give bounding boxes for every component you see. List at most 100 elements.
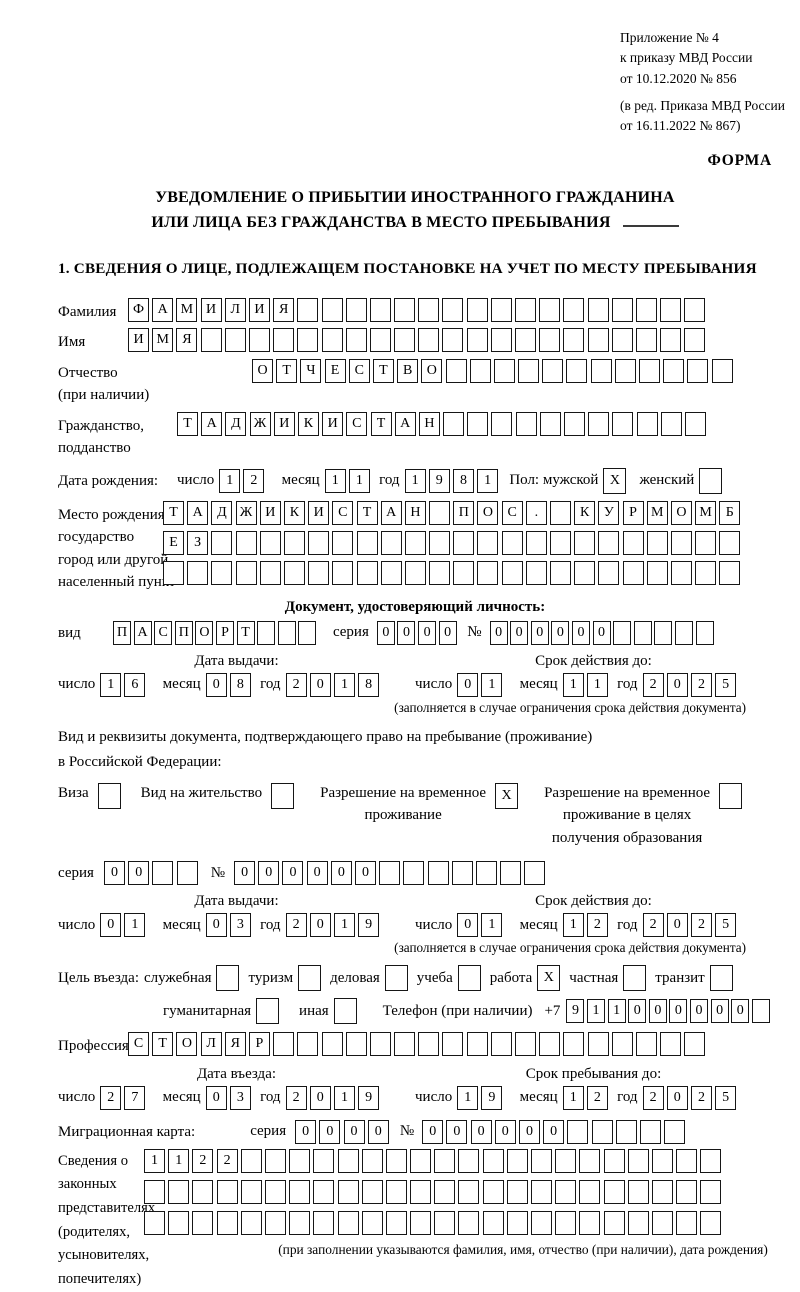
- form-cell[interactable]: [313, 1148, 335, 1173]
- form-cell[interactable]: 0: [306, 861, 328, 886]
- form-cell[interactable]: Т: [236, 620, 255, 645]
- form-cell[interactable]: [259, 560, 281, 585]
- form-cell[interactable]: 0: [731, 999, 750, 1024]
- form-cell[interactable]: А: [187, 500, 209, 525]
- form-cell[interactable]: [646, 530, 668, 555]
- form-cell[interactable]: [469, 358, 491, 383]
- form-cell[interactable]: [466, 297, 488, 322]
- form-cell[interactable]: 0: [666, 1085, 688, 1110]
- form-cell[interactable]: [500, 861, 522, 886]
- form-cell[interactable]: [579, 1179, 601, 1204]
- form-cell[interactable]: Т: [177, 411, 198, 436]
- form-cell[interactable]: [168, 1210, 190, 1235]
- form-cell[interactable]: [176, 861, 198, 886]
- form-cell[interactable]: [627, 1210, 649, 1235]
- form-cell[interactable]: [636, 411, 658, 436]
- form-cell[interactable]: [410, 1148, 432, 1173]
- form-cell[interactable]: [216, 1210, 238, 1235]
- form-cell[interactable]: М: [176, 297, 198, 322]
- form-cell[interactable]: 1: [607, 999, 626, 1024]
- form-cell[interactable]: [579, 1148, 601, 1173]
- form-cell[interactable]: Т: [372, 358, 394, 383]
- form-cell[interactable]: 1: [219, 468, 241, 493]
- form-cell[interactable]: [477, 530, 499, 555]
- form-cell[interactable]: [369, 328, 391, 353]
- form-cell[interactable]: [635, 1032, 657, 1057]
- form-cell[interactable]: [603, 1179, 625, 1204]
- form-cell[interactable]: [700, 1210, 722, 1235]
- form-cell[interactable]: [515, 1032, 536, 1057]
- form-cell[interactable]: 1: [562, 1085, 584, 1110]
- form-cell[interactable]: [458, 1210, 480, 1235]
- form-cell[interactable]: 0: [666, 913, 688, 938]
- form-cell[interactable]: Л: [224, 297, 246, 322]
- form-cell[interactable]: [515, 411, 537, 436]
- form-cell[interactable]: [633, 620, 652, 645]
- form-cell[interactable]: [531, 1210, 552, 1235]
- form-cell[interactable]: [429, 560, 451, 585]
- form-cell[interactable]: 8: [229, 672, 251, 697]
- form-cell[interactable]: Н: [404, 500, 426, 525]
- form-cell[interactable]: [410, 1210, 432, 1235]
- form-cell[interactable]: 0: [367, 1119, 389, 1144]
- form-cell[interactable]: [429, 500, 451, 525]
- form-cell[interactable]: [506, 1148, 528, 1173]
- form-cell[interactable]: [603, 1148, 625, 1173]
- form-cell[interactable]: [283, 560, 305, 585]
- form-cell[interactable]: [670, 560, 692, 585]
- form-cell[interactable]: 2: [285, 913, 307, 938]
- form-cell[interactable]: [646, 560, 668, 585]
- form-cell[interactable]: [555, 1179, 577, 1204]
- form-cell[interactable]: 0: [309, 1085, 331, 1110]
- form-cell[interactable]: [651, 1179, 673, 1204]
- form-cell[interactable]: С: [501, 500, 523, 525]
- form-cell[interactable]: [564, 411, 585, 436]
- form-cell[interactable]: [695, 560, 717, 585]
- form-cell[interactable]: 0: [100, 913, 122, 938]
- form-cell[interactable]: [676, 1148, 698, 1173]
- form-cell[interactable]: [313, 1210, 335, 1235]
- form-cell[interactable]: 1: [586, 672, 608, 697]
- form-cell[interactable]: [283, 530, 305, 555]
- form-cell[interactable]: [591, 1119, 613, 1144]
- form-cell[interactable]: [627, 1148, 649, 1173]
- form-cell[interactable]: 1: [144, 1148, 165, 1173]
- form-cell[interactable]: З: [187, 530, 209, 555]
- form-cell[interactable]: [361, 1148, 383, 1173]
- form-cell[interactable]: [240, 1210, 262, 1235]
- form-cell[interactable]: 0: [343, 1119, 365, 1144]
- form-cell[interactable]: [574, 530, 596, 555]
- form-cell[interactable]: Ж: [235, 500, 257, 525]
- form-cell[interactable]: [418, 1032, 440, 1057]
- form-cell[interactable]: 0: [666, 672, 688, 697]
- form-cell[interactable]: [211, 560, 233, 585]
- form-cell[interactable]: Ч: [300, 358, 322, 383]
- form-cell[interactable]: 2: [285, 672, 307, 697]
- form-cell[interactable]: [555, 1210, 577, 1235]
- form-cell[interactable]: [711, 358, 733, 383]
- form-cell[interactable]: [224, 328, 246, 353]
- form-cell[interactable]: [384, 965, 408, 992]
- form-cell[interactable]: С: [346, 411, 368, 436]
- form-cell[interactable]: 1: [100, 672, 122, 697]
- form-cell[interactable]: 0: [205, 1085, 227, 1110]
- form-cell[interactable]: 2: [586, 1085, 608, 1110]
- form-cell[interactable]: 1: [481, 913, 503, 938]
- form-cell[interactable]: [248, 328, 270, 353]
- form-cell[interactable]: 1: [457, 1085, 479, 1110]
- form-cell[interactable]: [308, 560, 330, 585]
- form-cell[interactable]: 0: [258, 861, 280, 886]
- form-cell[interactable]: [369, 297, 391, 322]
- form-cell[interactable]: [257, 620, 276, 645]
- form-cell[interactable]: [321, 1032, 343, 1057]
- form-cell[interactable]: [379, 861, 401, 886]
- form-cell[interactable]: 1: [333, 1085, 355, 1110]
- form-cell[interactable]: [240, 1179, 262, 1204]
- form-cell[interactable]: [271, 782, 295, 809]
- form-cell[interactable]: [490, 1032, 512, 1057]
- form-cell[interactable]: 0: [309, 913, 331, 938]
- form-cell[interactable]: X: [537, 965, 561, 992]
- form-cell[interactable]: [332, 560, 354, 585]
- form-cell[interactable]: [611, 297, 633, 322]
- form-cell[interactable]: 1: [477, 468, 499, 493]
